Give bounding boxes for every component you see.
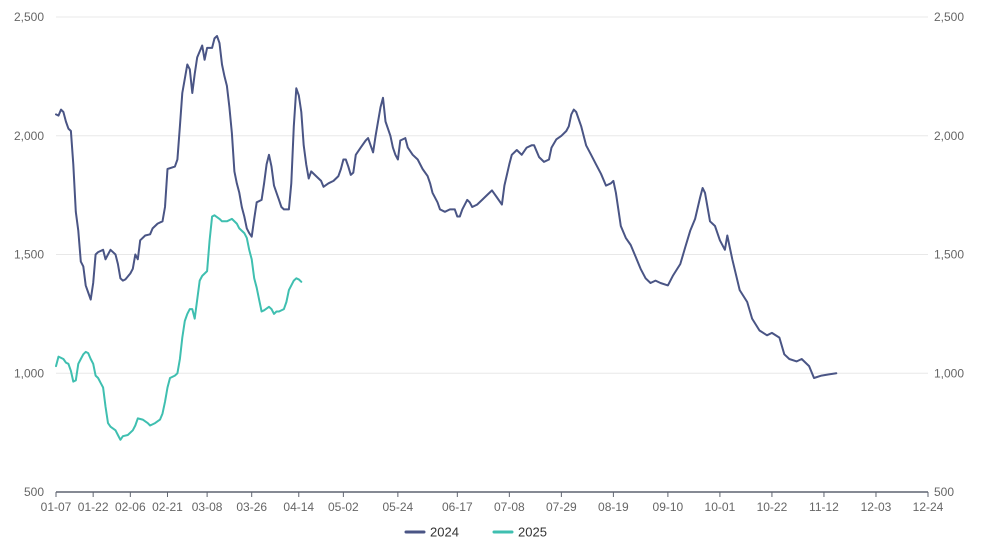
y-tick-label-right: 2,000 [934,129,964,143]
legend-label: 2024 [430,525,459,540]
series-line-2024[interactable] [55,35,838,379]
x-tick-label: 07-08 [494,500,525,514]
x-tick-label: 01-07 [41,500,72,514]
legend: 2024 2025 [404,525,547,540]
x-tick-label: 10-01 [705,500,736,514]
x-tick-label: 12-24 [913,500,944,514]
series-lines [55,35,838,441]
y-tick-label-right: 2,500 [934,10,964,24]
legend-item-2025[interactable]: 2025 [492,525,547,540]
x-tick-label: 07-29 [546,500,577,514]
x-tick-label: 12-03 [861,500,892,514]
x-tick-label: 10-22 [757,500,788,514]
x-tick-label: 08-19 [598,500,629,514]
x-tick-label: 11-12 [809,500,839,514]
x-tick-label: 05-24 [383,500,414,514]
gridlines [56,16,928,374]
y-tick-label-left: 2,500 [14,10,44,24]
series-line-2025[interactable] [55,214,303,441]
x-tick-label: 02-21 [152,500,183,514]
legend-item-2024[interactable]: 2024 [404,525,459,540]
y-tick-label-left: 1,500 [14,248,44,262]
x-tick-label: 05-02 [328,500,359,514]
axes: 500 500 1,000 1,000 1,500 1,500 2,000 2,000 2,50… [14,10,964,514]
y-tick-label-right: 1,500 [934,248,964,262]
x-tick-label: 06-17 [442,500,473,514]
x-tick-label: 09-10 [653,500,684,514]
y-tick-label-left: 2,000 [14,129,44,143]
x-tick-label: 03-26 [236,500,267,514]
y-tick-label-left: 500 [24,485,44,499]
legend-label: 2025 [518,525,547,540]
x-tick-label: 03-08 [192,500,223,514]
x-tick-label: 01-22 [78,500,109,514]
y-tick-label-right: 500 [934,485,954,499]
y-tick-label-left: 1,000 [14,366,44,380]
x-tick-label: 04-14 [283,500,314,514]
x-tick-label: 02-06 [115,500,146,514]
y-tick-label-right: 1,000 [934,366,964,380]
